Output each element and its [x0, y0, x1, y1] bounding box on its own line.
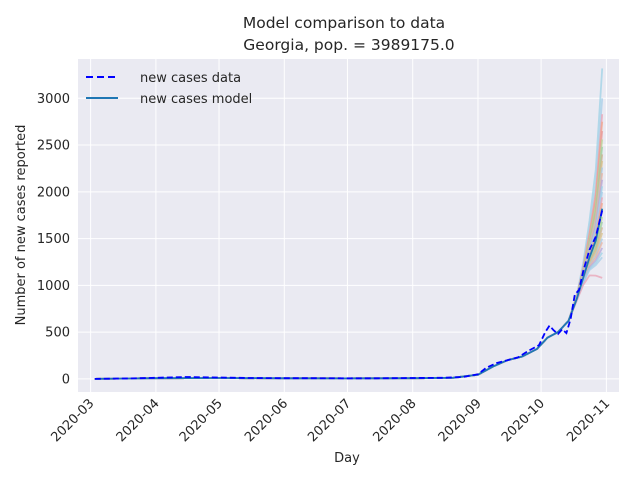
x-tick-label: 2020-05: [177, 396, 226, 445]
y-tick-label: 500: [45, 326, 70, 341]
chart-title: Model comparison to data: [243, 14, 445, 32]
x-tick-label: 2020-04: [114, 396, 163, 445]
x-tick-label: 2020-08: [371, 396, 420, 445]
series-group: [94, 208, 604, 380]
plot-area: [78, 59, 619, 392]
x-tick-label: 2020-10: [499, 396, 548, 445]
x-tick-label: 2020-06: [242, 396, 291, 445]
y-tick-label: 3000: [37, 92, 70, 107]
legend-label-model: new cases model: [140, 92, 252, 107]
x-tick-label: 2020-07: [305, 396, 354, 445]
legend-label-data: new cases data: [140, 71, 241, 86]
y-tick-label: 2000: [37, 185, 70, 200]
y-tick-label: 2500: [37, 139, 70, 154]
chart-subtitle: Georgia, pop. = 3989175.0: [243, 36, 454, 54]
y-axis-label: Number of new cases reported: [14, 125, 29, 326]
legend: new cases data new cases model: [86, 71, 252, 107]
x-tick-label: 2020-03: [48, 396, 97, 445]
y-tick-label: 0: [62, 372, 70, 387]
x-axis-label: Day: [334, 451, 360, 466]
series-line-data: [94, 210, 604, 380]
x-axis: 2020-03 2020-04 2020-05 2020-06 2020-07 2020-…: [48, 396, 613, 445]
x-tick-label: 2020-09: [436, 396, 485, 445]
x-tick-label: 2020-11: [564, 396, 613, 445]
y-tick-label: 1000: [37, 279, 70, 294]
grid: [78, 59, 619, 392]
y-axis: 0 500 1000 1500 2000 2500 3000: [37, 92, 70, 388]
y-tick-label: 1500: [37, 232, 70, 247]
